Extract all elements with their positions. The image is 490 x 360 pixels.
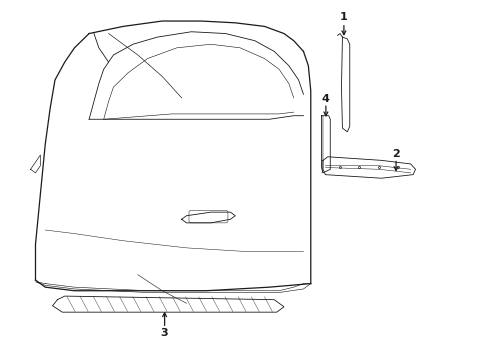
Text: 3: 3 (161, 328, 169, 338)
Text: 2: 2 (392, 149, 400, 159)
Text: 1: 1 (340, 13, 348, 22)
Text: 4: 4 (322, 94, 330, 104)
